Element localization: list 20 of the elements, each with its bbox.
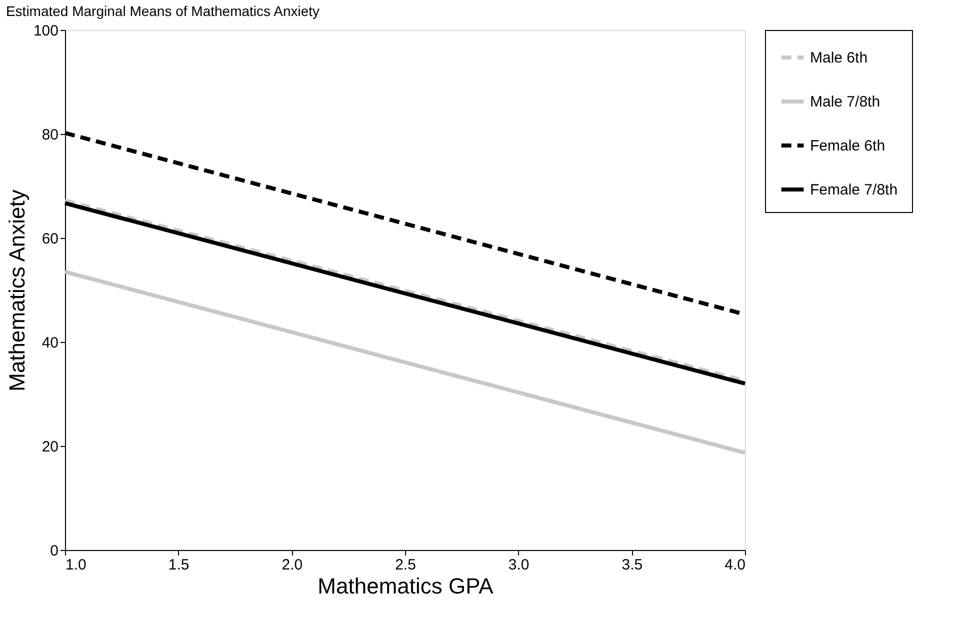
legend-label: Male 6th [810, 50, 868, 66]
x-tick-label: 2.5 [395, 556, 416, 574]
y-tick-label: 0 [50, 542, 58, 560]
x-tick-label: 4.0 [724, 556, 746, 574]
x-tick-label: 3.0 [508, 556, 530, 574]
legend-label: Female 6th [810, 138, 886, 154]
x-tick-label: 3.5 [622, 556, 643, 574]
legend-label: Male 7/8th [810, 94, 880, 110]
y-tick-label: 80 [42, 126, 58, 144]
legend-label: Female 7/8th [810, 182, 898, 198]
x-axis-title: Mathematics GPA [318, 574, 494, 598]
y-axis-title: Mathematics Anxiety [4, 190, 30, 392]
y-tick-label: 60 [42, 230, 58, 248]
y-tick-label: 100 [33, 22, 58, 40]
x-tick-label: 1.5 [168, 556, 190, 574]
x-tick-label: 2.0 [282, 556, 303, 574]
x-tick-label: 1.0 [66, 556, 86, 574]
chart-title: Estimated Marginal Means of Mathematics Anxiety [6, 3, 320, 19]
y-tick-label: 20 [42, 438, 58, 456]
y-tick-label: 40 [42, 334, 58, 352]
